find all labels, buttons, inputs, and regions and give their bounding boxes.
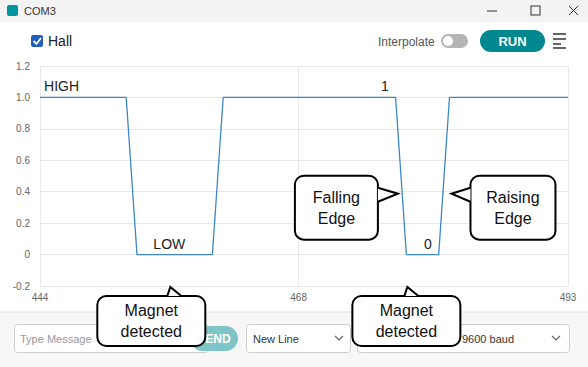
svg-text:0: 0 (24, 249, 30, 260)
svg-text:0.2: 0.2 (16, 218, 30, 229)
svg-text:1.2: 1.2 (16, 61, 30, 72)
svg-text:detected: detected (121, 323, 182, 340)
svg-text:RUN: RUN (498, 34, 526, 49)
svg-text:0.8: 0.8 (16, 123, 30, 134)
svg-text:Interpolate: Interpolate (378, 35, 435, 49)
svg-text:9600 baud: 9600 baud (462, 333, 514, 345)
svg-text:468: 468 (290, 292, 307, 303)
svg-text:COM3: COM3 (24, 5, 56, 17)
svg-text:SEND: SEND (197, 332, 231, 346)
svg-text:1: 1 (381, 78, 389, 94)
svg-text:0.6: 0.6 (16, 155, 30, 166)
svg-text:Falling: Falling (313, 189, 360, 206)
svg-text:Edge: Edge (494, 210, 531, 227)
svg-text:0: 0 (424, 236, 432, 252)
svg-text:New Line: New Line (253, 333, 299, 345)
svg-text:Type Message: Type Message (20, 333, 92, 345)
svg-text:493: 493 (560, 292, 577, 303)
svg-text:LOW: LOW (153, 236, 186, 252)
svg-text:444: 444 (32, 292, 49, 303)
svg-text:0.4: 0.4 (16, 186, 30, 197)
svg-text:Magnet: Magnet (380, 302, 434, 319)
svg-text:Edge: Edge (318, 210, 355, 227)
svg-text:1.0: 1.0 (16, 92, 30, 103)
svg-text:detected: detected (376, 323, 437, 340)
svg-text:-0.2: -0.2 (13, 281, 31, 292)
svg-text:Magnet: Magnet (125, 302, 179, 319)
svg-text:Hall: Hall (48, 33, 72, 49)
svg-text:HIGH: HIGH (44, 78, 79, 94)
svg-text:Raising: Raising (486, 189, 539, 206)
